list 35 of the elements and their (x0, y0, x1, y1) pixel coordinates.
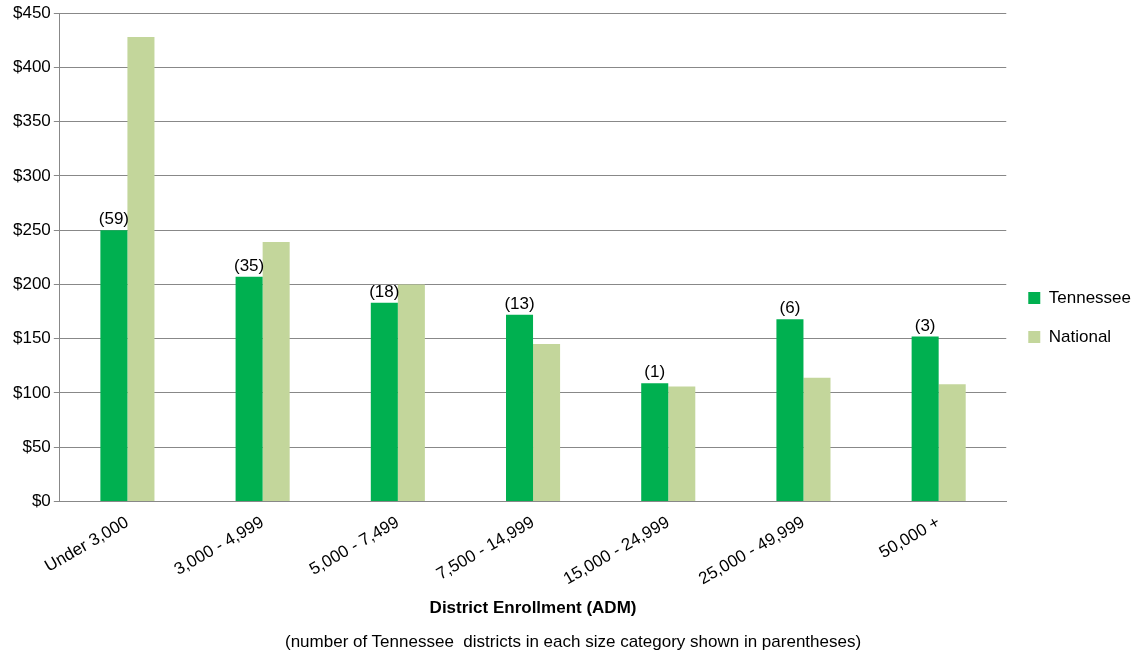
annotation: (13) (504, 293, 535, 313)
text: (number of Tennessee districts in each size category shown in parentheses) (284, 632, 862, 651)
bar (100, 230, 128, 501)
annotation: (35) (233, 256, 265, 276)
y-tick-label: $150 (12, 328, 51, 348)
y-tick-label: $400 (12, 57, 51, 77)
bar (397, 284, 425, 501)
annotation: (1) (644, 362, 666, 382)
annotation: (18) (369, 282, 400, 302)
annotation: (59) (98, 209, 130, 229)
bar (235, 276, 263, 501)
legend-label: National (1048, 326, 1112, 346)
y-tick-label: $100 (12, 382, 51, 402)
annotation: (6) (779, 298, 801, 318)
bar (641, 383, 669, 501)
bar (911, 336, 939, 501)
y-tick-label: $450 (12, 2, 51, 22)
y-tick-label: $50 (22, 436, 51, 456)
bar (776, 319, 804, 501)
y-tick-label: $350 (12, 111, 51, 131)
legend-label: Tennessee (1048, 287, 1132, 307)
y-tick-label: $200 (12, 274, 51, 294)
y-tick-label: $250 (12, 219, 51, 239)
bar (127, 37, 155, 501)
bar (803, 377, 831, 501)
y-tick-label: $300 (12, 165, 51, 185)
x-axis-title: District Enrollment (ADM) (429, 598, 637, 618)
bar (262, 242, 290, 501)
y-tick-label: $0 (31, 491, 51, 511)
bar (668, 386, 696, 501)
annotation: (3) (914, 315, 936, 335)
bar (938, 384, 966, 501)
bar (506, 314, 534, 501)
bar (370, 302, 398, 501)
bar (533, 344, 561, 501)
